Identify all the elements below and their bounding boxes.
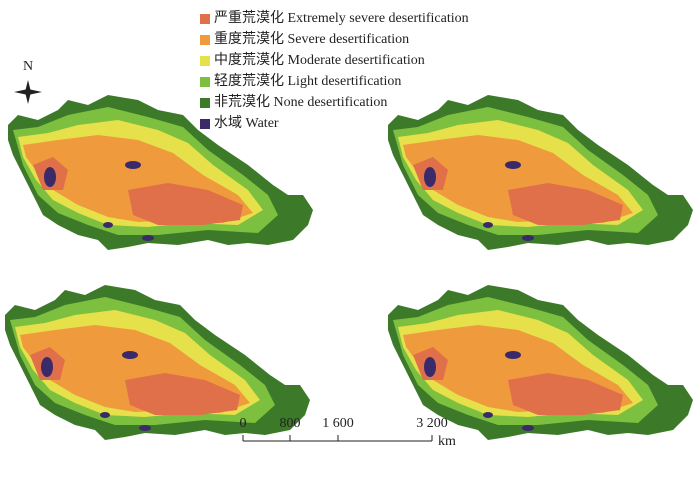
scale-label: 800 [280,416,301,431]
legend-swatch [200,56,210,66]
legend-swatch [200,14,210,24]
scale-unit: km [438,434,456,449]
north-label: N [23,59,33,74]
map-panel [388,95,693,250]
legend-label: 重度荒漠化 Severe desertification [214,31,409,47]
legend-swatch [200,119,210,129]
legend-label: 水域 Water [214,115,279,131]
legend-label: 严重荒漠化 Extremely severe desertification [214,10,469,26]
legend: 严重荒漠化 Extremely severe desertification 重度… [200,10,469,131]
map-panel [5,285,310,440]
legend-label: 非荒漠化 None desertification [214,94,387,110]
legend-swatch [200,98,210,108]
scale-label: 3 200 [416,416,448,431]
legend-label: 中度荒漠化 Moderate desertification [214,52,425,68]
scale-label: 1 600 [322,416,354,431]
scale-label: 0 [240,416,247,431]
map-panels [5,95,693,440]
legend-swatch [200,35,210,45]
legend-label: 轻度荒漠化 Light desertification [214,73,401,89]
north-arrow: N [14,59,42,104]
legend-swatch [200,77,210,87]
scale-bar: 0 800 1 600 3 200 km [240,416,457,449]
